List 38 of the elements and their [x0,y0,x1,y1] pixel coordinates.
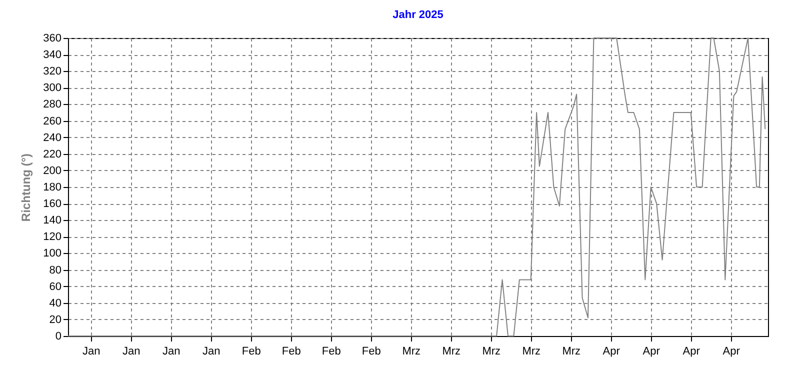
x-tick-label: Apr [722,346,740,358]
y-axis-title: Richtung (°) [19,153,34,222]
y-tick-label: 180 [43,182,62,194]
x-tick-label: Feb [242,346,261,358]
x-tick-label: Mrz [562,346,581,358]
y-tick-label: 60 [49,280,62,293]
x-tick-label: Apr [682,346,700,358]
x-tick-label: Apr [602,346,620,358]
y-tick-label: 260 [43,115,62,128]
x-tick-label: Feb [362,346,381,358]
x-tick-label: Mrz [482,346,501,358]
x-tick-label: Jan [122,346,140,358]
x-tick-label: Jan [162,346,180,358]
y-tick-label: 280 [43,98,62,111]
chart-title: Jahr 2025 [392,9,444,21]
y-tick-label: 120 [43,231,62,244]
x-tick-label: Feb [322,346,341,358]
y-tick-label: 320 [43,66,62,78]
x-tick-label: Mrz [442,346,461,358]
y-tick-label: 80 [49,264,62,276]
x-tick-label: Apr [642,346,660,358]
y-tick-label: 0 [55,330,62,342]
y-tick-label: 20 [49,314,62,326]
x-tick-label: Feb [282,346,301,358]
y-tick-label: 220 [43,148,62,160]
y-tick-label: 160 [43,198,62,210]
x-tick-label: Mrz [522,346,541,358]
y-tick-label: 100 [43,248,62,260]
x-tick-label: Jan [82,346,100,358]
x-tick-label: Mrz [402,346,421,358]
y-tick-label: 40 [49,297,62,310]
y-tick-label: 140 [43,214,62,227]
x-tick-label: Jan [202,346,220,358]
y-tick-label: 360 [43,32,62,44]
y-tick-label: 200 [43,164,62,177]
y-tick-label: 300 [43,82,62,94]
y-tick-label: 240 [43,132,62,144]
y-tick-label: 340 [43,49,62,62]
